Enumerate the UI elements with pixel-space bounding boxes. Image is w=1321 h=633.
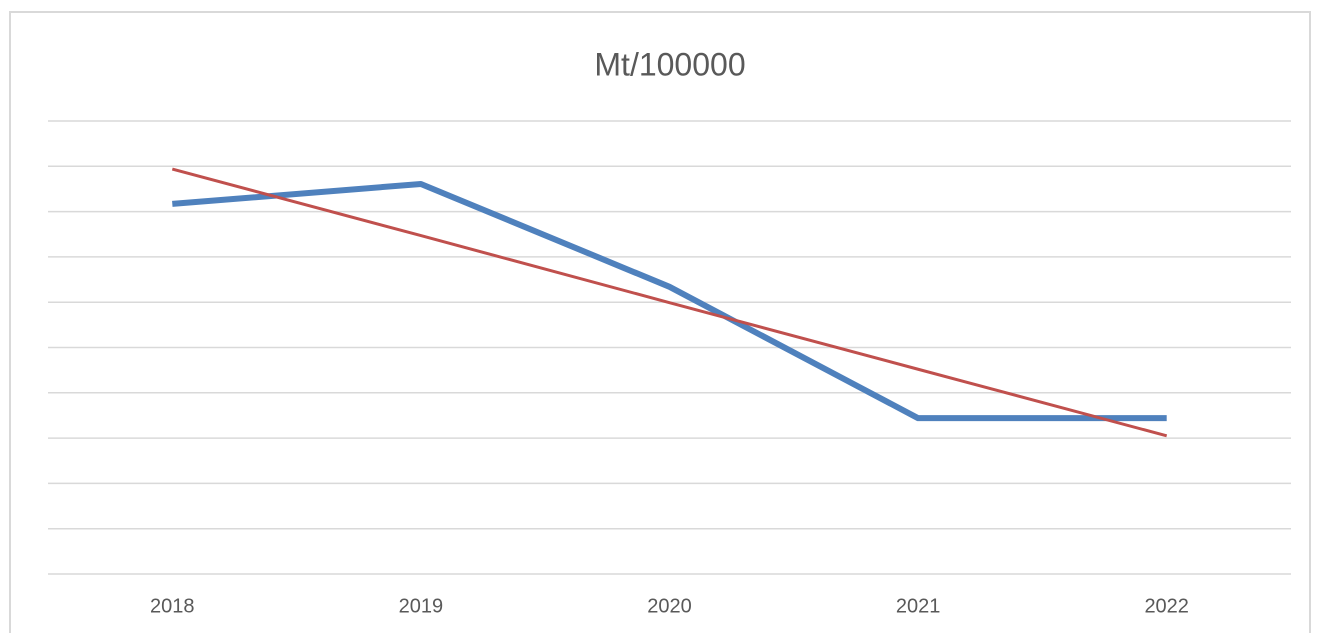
x-tick-label: 2018: [150, 595, 195, 617]
series-line: [171, 167, 1168, 438]
chart-title: Mt/100000: [594, 46, 745, 82]
x-tick-label: 2019: [399, 595, 444, 617]
chart-border: [9, 11, 1311, 633]
x-tick-label: 2021: [896, 595, 941, 617]
x-tick-label: 2020: [647, 595, 692, 617]
series-line: [172, 180, 1167, 422]
x-tick-label: 2022: [1144, 595, 1189, 617]
